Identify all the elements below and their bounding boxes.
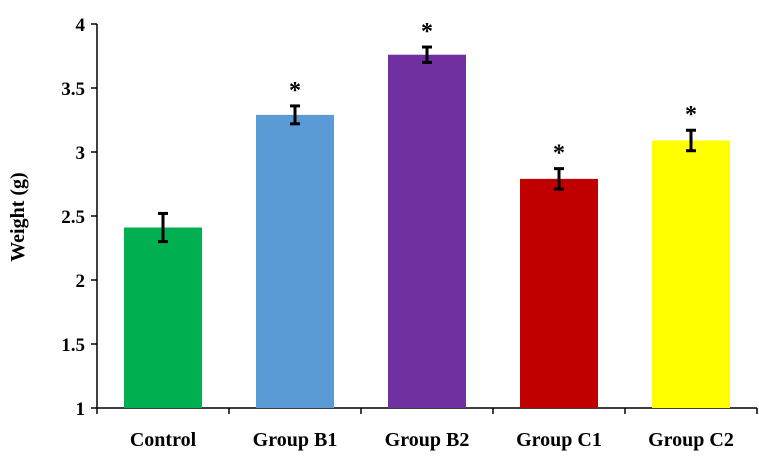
y-tick-label: 2 <box>76 271 86 292</box>
y-tick-label: 4 <box>76 15 86 36</box>
x-category-label: Group B1 <box>253 429 338 451</box>
plot-area: 1 1.5 2 2.5 3 3.5 4 Control * Group B1 * Group B2 * G… <box>61 15 758 451</box>
bar-group-b1 <box>256 114 334 408</box>
x-category-label: Control <box>130 429 197 451</box>
bar-group-c1 <box>520 178 598 408</box>
y-tick-label: 2.5 <box>61 207 85 228</box>
significance-marker: * <box>421 19 433 45</box>
y-tick-label: 1.5 <box>61 335 85 356</box>
bar-control <box>124 227 202 408</box>
y-tick-label: 3.5 <box>61 79 85 100</box>
significance-marker: * <box>685 102 697 128</box>
x-category-label: Group B2 <box>385 429 470 451</box>
y-axis-title: Weight (g) <box>7 172 29 261</box>
y-tick-label: 3 <box>76 143 86 164</box>
bar-group-b2 <box>388 54 466 408</box>
x-category-label: Group C1 <box>516 429 602 451</box>
y-tick-label: 1 <box>76 399 86 420</box>
bar-group-c2 <box>652 140 730 409</box>
significance-marker: * <box>289 78 301 104</box>
significance-marker: * <box>553 141 565 167</box>
x-category-label: Group C2 <box>648 429 734 451</box>
